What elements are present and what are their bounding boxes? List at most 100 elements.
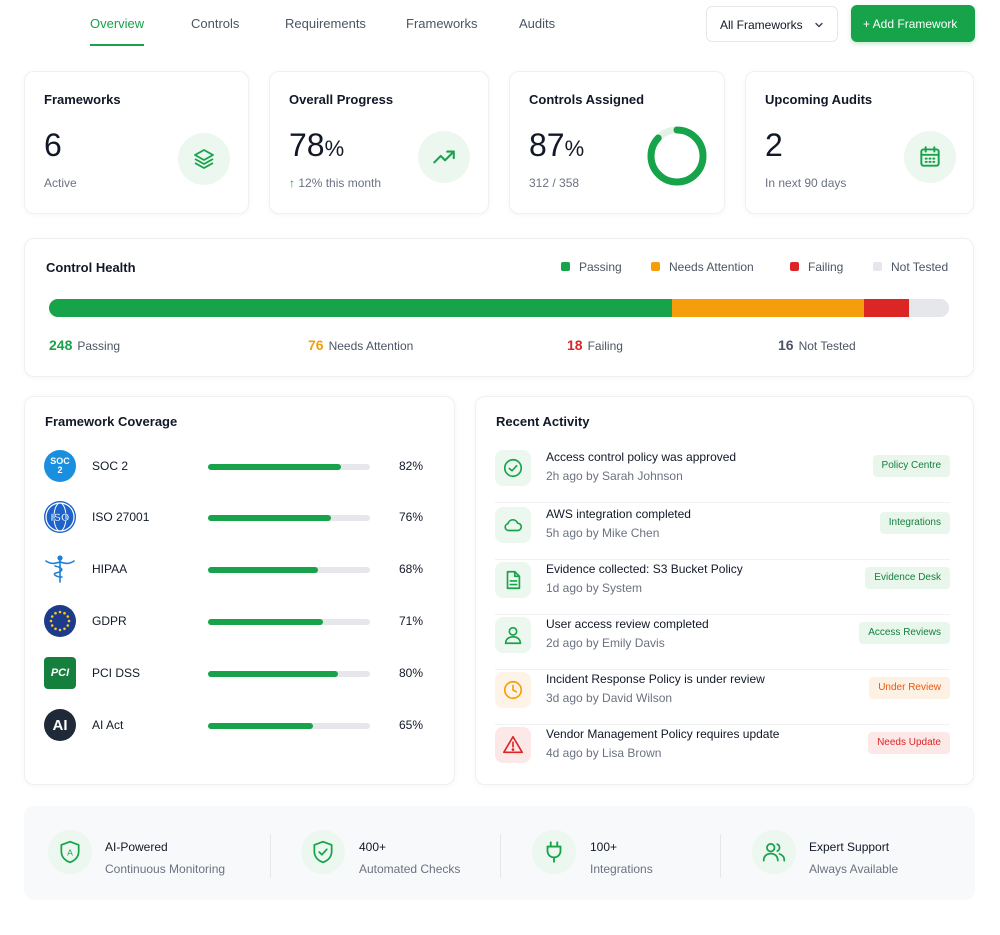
stat-title: Controls Assigned	[529, 92, 645, 107]
recent-activity-title: Recent Activity	[496, 414, 590, 429]
framework-percent: 71%	[399, 614, 424, 628]
framework-row-iso27001[interactable]: ISO ISO 27001 76%	[44, 501, 434, 533]
controls-donut-chart	[647, 126, 707, 186]
framework-row-hipaa[interactable]: HIPAA 68%	[44, 553, 434, 585]
framework-progress-fill	[208, 567, 319, 573]
activity-badge[interactable]: Integrations	[879, 512, 950, 534]
eu-star	[66, 615, 70, 618]
count-value: 248	[49, 337, 73, 353]
activity-badge[interactable]: Under Review	[869, 677, 950, 699]
tab-controls[interactable]: Controls	[191, 16, 240, 31]
framework-progress-fill	[208, 723, 314, 729]
legend-swatch	[561, 262, 570, 271]
framework-name: PCI DSS	[92, 666, 141, 680]
legend-not-tested: Not Tested	[873, 260, 948, 274]
stat-value: 6	[44, 127, 62, 164]
tab-requirements[interactable]: Requirements	[285, 16, 366, 31]
framework-percent: 80%	[399, 666, 424, 680]
framework-name: SOC 2	[92, 459, 129, 473]
eu-stars-icon	[44, 605, 76, 637]
framework-progress-track	[208, 671, 370, 677]
framework-percent: 76%	[399, 510, 424, 524]
ai-logo-icon: AI	[44, 709, 76, 741]
framework-name: HIPAA	[92, 562, 128, 576]
framework-row-soc2[interactable]: SOC 2 SOC 2 82%	[44, 450, 434, 482]
framework-filter-select[interactable]: All Frameworks	[706, 6, 838, 42]
eu-star	[50, 615, 54, 618]
stat-title: Frameworks	[44, 92, 121, 107]
trending-up-icon	[418, 131, 470, 183]
feature-automated-checks: 400+ Automated Checks	[301, 830, 491, 878]
feature-ai-powered: A AI-Powered Continuous Monitoring	[48, 830, 258, 878]
feature-title: AI-Powered	[105, 840, 168, 854]
framework-percent: 82%	[399, 459, 424, 473]
stat-card-overall-progress: Overall Progress 78% ↑ 12% this month	[269, 71, 489, 214]
activity-badge[interactable]: Evidence Desk	[865, 567, 950, 589]
legend-swatch	[651, 262, 660, 271]
activity-meta: 1d ago by System	[546, 581, 643, 595]
eu-star	[54, 611, 57, 615]
count-needs-attention: 76 Needs Attention	[308, 337, 413, 353]
activity-badge[interactable]: Access Reviews	[859, 622, 950, 644]
legend-label: Needs Attention	[669, 260, 754, 274]
activity-item[interactable]: User access review completed 2d ago by E…	[495, 615, 950, 670]
clock-icon	[495, 672, 531, 708]
feature-strip	[24, 806, 975, 900]
count-label: Failing	[587, 339, 623, 353]
eu-star	[50, 624, 54, 627]
eu-star	[63, 611, 66, 615]
svg-text:A: A	[67, 847, 73, 857]
framework-percent: 65%	[399, 718, 424, 732]
stat-subtitle-text: 12% this month	[298, 176, 382, 190]
activity-item[interactable]: Incident Response Policy is under review…	[495, 670, 950, 725]
stat-number: 87	[529, 127, 565, 163]
activity-title: Vendor Management Policy requires update	[546, 727, 780, 741]
stat-subtitle: Active	[44, 176, 77, 190]
activity-item[interactable]: Vendor Management Policy requires update…	[495, 725, 950, 780]
feature-title: Expert Support	[809, 840, 890, 854]
control-health-bar	[49, 299, 949, 317]
stat-title: Upcoming Audits	[765, 92, 873, 107]
legend-label: Not Tested	[891, 260, 949, 274]
activity-meta: 2d ago by Emily Davis	[546, 636, 665, 650]
document-icon	[495, 562, 531, 598]
control-health-title: Control Health	[46, 260, 136, 275]
count-label: Passing	[77, 339, 121, 353]
eu-star	[67, 619, 71, 623]
stat-value: 78%	[289, 127, 344, 164]
legend-label: Failing	[808, 260, 844, 274]
framework-row-ai-act[interactable]: AI AI Act 65%	[44, 709, 434, 741]
caduceus-icon	[44, 553, 76, 585]
stat-card-frameworks: Frameworks 6 Active	[24, 71, 249, 214]
feature-title: 100+	[590, 840, 618, 854]
health-segment-not-tested	[908, 299, 949, 317]
framework-row-gdpr[interactable]: GDPR 71%	[44, 605, 434, 637]
framework-progress-track	[208, 723, 370, 729]
tab-overview[interactable]: Overview	[90, 16, 145, 46]
feature-divider	[720, 834, 721, 878]
framework-name: GDPR	[92, 614, 127, 628]
tab-frameworks[interactable]: Frameworks	[406, 16, 478, 31]
framework-progress-fill	[208, 464, 341, 470]
framework-row-pci-dss[interactable]: PCI PCI DSS 80%	[44, 657, 434, 689]
framework-filter-value: All Frameworks	[720, 18, 803, 32]
feature-subtitle: Integrations	[590, 862, 653, 876]
activity-badge[interactable]: Needs Update	[868, 732, 950, 754]
activity-meta: 4d ago by Lisa Brown	[546, 746, 662, 760]
eu-star	[58, 628, 62, 632]
framework-progress-track	[208, 515, 370, 521]
top-navigation: Overview Controls Requirements Framework…	[0, 0, 1000, 60]
activity-item[interactable]: Evidence collected: S3 Bucket Policy 1d …	[495, 560, 950, 615]
add-framework-button[interactable]: + Add Framework	[851, 5, 975, 42]
health-segment-failing	[863, 299, 909, 317]
framework-coverage-card	[24, 396, 455, 785]
tab-audits[interactable]: Audits	[519, 16, 556, 31]
legend-needs-attention: Needs Attention	[651, 260, 754, 274]
activity-badge[interactable]: Policy Centre	[872, 455, 950, 477]
activity-item[interactable]: AWS integration completed 5h ago by Mike…	[495, 505, 950, 560]
warning-icon	[495, 727, 531, 763]
activity-item[interactable]: Access control policy was approved 2h ag…	[495, 448, 950, 503]
feature-divider	[270, 834, 271, 878]
activity-meta: 5h ago by Mike Chen	[546, 526, 660, 540]
eu-star	[49, 619, 53, 623]
